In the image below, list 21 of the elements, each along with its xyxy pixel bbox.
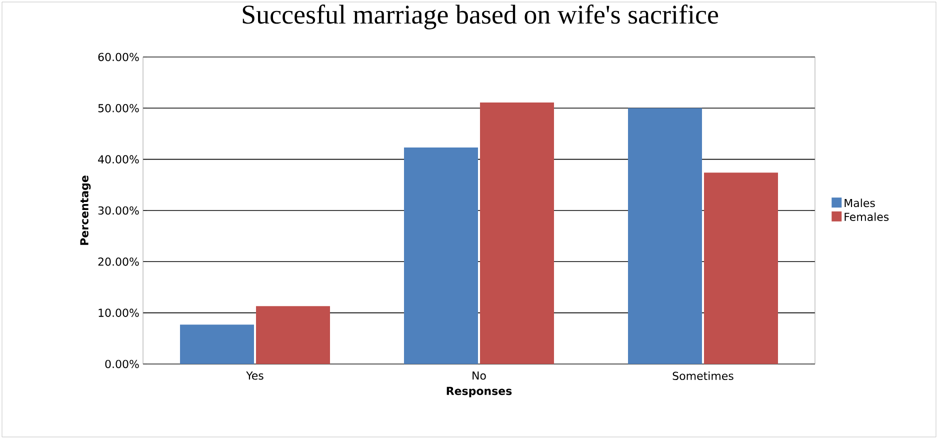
bar	[180, 324, 254, 364]
y-tick-label: 60.00%	[98, 52, 139, 62]
y-tick-label: 50.00%	[98, 104, 139, 112]
x-axis-title: Responses	[446, 386, 512, 398]
legend-label: Females	[844, 212, 889, 222]
y-tick-label: 10.00%	[98, 308, 139, 317]
y-tick-label: 20.00%	[98, 258, 139, 266]
x-tick-label: No	[472, 372, 486, 380]
x-tick-label: Yes	[246, 372, 264, 380]
chart-title: Succesful marriage based on wife's sacrifice	[242, 4, 718, 30]
y-tick-label: 30.00%	[98, 206, 139, 215]
bar	[480, 102, 554, 364]
y-tick-label: 0.00%	[105, 360, 139, 368]
bar	[256, 306, 330, 364]
y-axis-title: Percentage	[80, 176, 91, 245]
bar	[704, 172, 778, 364]
x-tick-label: Sometimes	[672, 372, 734, 380]
legend-label: Males	[844, 198, 875, 208]
y-tick-label: 40.00%	[98, 155, 139, 164]
bar	[404, 148, 478, 364]
bar	[628, 108, 702, 364]
